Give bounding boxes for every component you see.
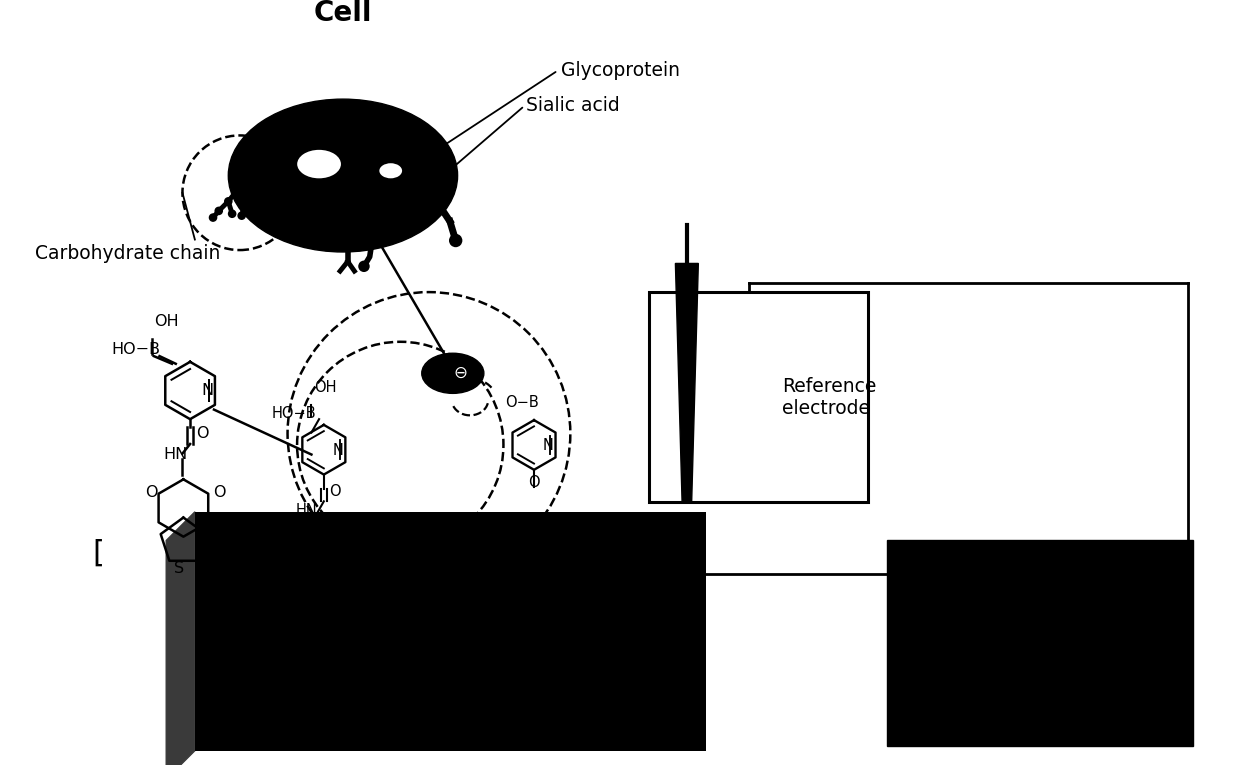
Ellipse shape (228, 99, 458, 252)
Text: O: O (213, 484, 226, 500)
Text: [: [ (93, 539, 104, 568)
Circle shape (449, 234, 463, 247)
Text: N: N (201, 383, 213, 399)
Text: O: O (201, 571, 213, 585)
Circle shape (224, 197, 233, 206)
Circle shape (241, 200, 249, 209)
Text: HO−B: HO−B (112, 342, 161, 357)
Text: OH: OH (314, 380, 337, 396)
Text: Carbohydrate chain: Carbohydrate chain (35, 244, 221, 263)
Text: HN: HN (295, 503, 317, 518)
Text: OH: OH (154, 314, 179, 328)
Circle shape (237, 211, 246, 220)
Ellipse shape (422, 353, 484, 393)
Circle shape (358, 261, 370, 272)
Polygon shape (676, 263, 698, 503)
Ellipse shape (296, 149, 342, 179)
Text: S: S (174, 561, 184, 576)
Text: O: O (196, 426, 208, 441)
Text: Glycoprotein: Glycoprotein (560, 61, 680, 80)
Text: HO−B: HO−B (272, 406, 316, 422)
Text: O: O (145, 484, 157, 500)
Polygon shape (166, 512, 195, 765)
Text: Cell: Cell (314, 0, 372, 27)
Text: N: N (543, 438, 554, 453)
Text: n: n (285, 529, 296, 548)
Bar (888, 541, 1193, 746)
Text: $\ominus$: $\ominus$ (454, 364, 467, 382)
Text: O: O (268, 571, 281, 585)
Text: ]: ] (275, 539, 286, 568)
Text: Reference
electrode: Reference electrode (782, 376, 877, 418)
Text: Sialic acid: Sialic acid (526, 96, 620, 116)
Circle shape (228, 210, 237, 218)
Circle shape (215, 207, 223, 215)
Bar (195, 512, 706, 750)
Text: O: O (330, 483, 341, 499)
Text: S: S (229, 561, 239, 576)
Text: O−B: O−B (506, 395, 539, 410)
Text: N: N (332, 442, 343, 457)
Bar (649, 292, 868, 503)
Text: HN: HN (164, 448, 187, 462)
Circle shape (208, 213, 217, 222)
Ellipse shape (378, 162, 403, 179)
Text: O: O (528, 475, 539, 490)
